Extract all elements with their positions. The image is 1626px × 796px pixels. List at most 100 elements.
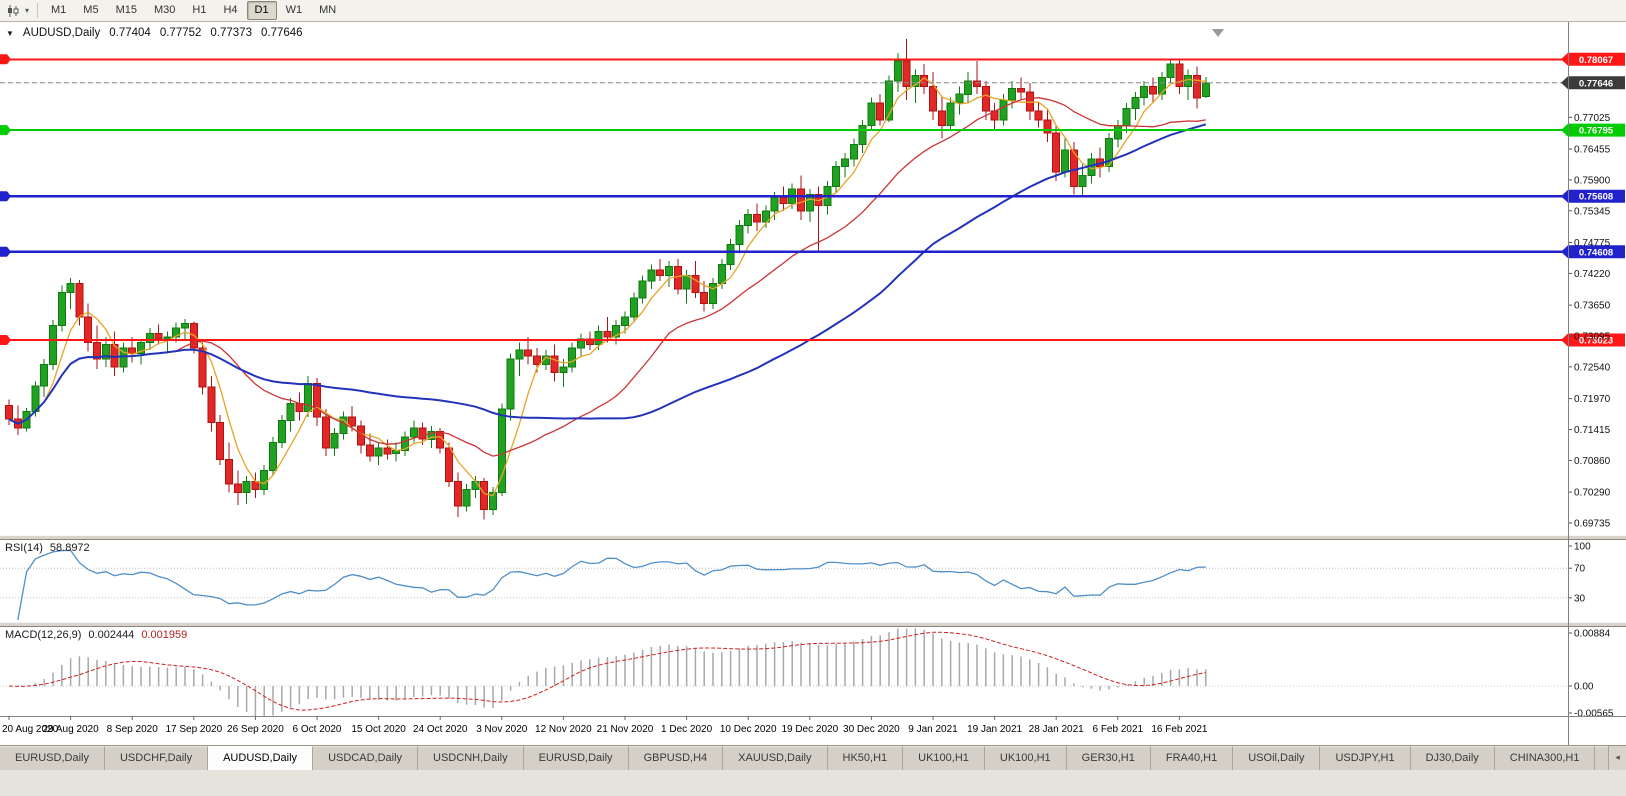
timeframe-button-h4[interactable]: H4 [223,4,238,16]
svg-text:0.74220: 0.74220 [1574,269,1611,280]
candle-body [621,316,629,327]
rsi-indicator-area [0,549,1568,621]
timeframe-button-m30[interactable]: M30 [153,4,176,16]
chart-tab-usdcnh-daily[interactable]: USDCNH,Daily [418,746,524,770]
candle-body [251,481,260,490]
candle-body [348,416,357,427]
chart-tab-uk100-h1[interactable]: UK100,H1 [903,746,985,770]
candle-body [735,225,744,246]
timeframe-button-h1[interactable]: H1 [192,4,207,16]
candle-body [1052,132,1061,173]
chart-tab-ger30-h1[interactable]: GER30,H1 [1066,746,1151,770]
macd-signal-value: 0.001959 [141,629,188,641]
chart-type-icon[interactable] [4,3,22,19]
timeframe-button-m5[interactable]: M5 [83,4,99,16]
candle-body [805,193,814,212]
timeframe-button-mn[interactable]: MN [319,4,337,16]
price-tag-0.76795[interactable] [1561,123,1625,137]
main-chart-svg[interactable]: 0.78067 0.76795 0.75608 0.74608 0.73023 0.776… [0,22,1626,745]
candle-body [1131,97,1140,110]
symbol-label: AUDUSD,Daily [22,27,101,39]
svg-text:0.75900: 0.75900 [1574,175,1611,186]
candle-body [321,416,330,449]
chart-tab-uk100-h1[interactable]: UK100,H1 [984,746,1067,770]
candle-body [568,347,577,368]
hline-left-marker [0,125,11,136]
candle-body [665,266,673,277]
timeframe-button-m15[interactable]: M15 [115,4,137,16]
price-chart-area[interactable] [5,39,1210,520]
candle-body [66,282,75,293]
chart-tab-usdjpy-h1[interactable]: USDJPY,H1 [1320,746,1411,770]
chart-tab-eurusd-daily[interactable]: EURUSD,Daily [0,746,105,770]
candle-body [832,166,841,188]
candle-body [973,80,981,88]
timeframe-button-w1[interactable]: W1 [285,4,303,16]
price-scale[interactable]: 0.78067 0.76795 0.75608 0.74608 0.73023 0.776… [1561,52,1625,720]
timeframe-toolbar: ▾ M1 M5 M15 M30 H1 H4 D1 W1 MN [0,0,1626,22]
candle-body [313,383,321,418]
candle-body [497,408,506,494]
tab-scroll-left-button[interactable]: ◂ [1608,746,1626,770]
chart-tab-usoil-daily[interactable]: USOil,Daily [1233,746,1321,770]
timeframe-buttons-group: M1 M5 M15 M30 H1 H4 D1 W1 MN [43,1,344,20]
rsi-value: 58.8972 [49,542,90,554]
candle-body [515,349,524,360]
candle-body [761,210,770,223]
date-label: 6 Feb 2021 [1092,724,1143,735]
candle-body [1140,85,1149,99]
candle-body [1157,77,1166,95]
panel-splitter[interactable] [0,622,1626,627]
svg-text:0.71970: 0.71970 [1574,394,1611,405]
open-value: 0.77404 [109,27,151,39]
chart-shift-marker-icon[interactable] [1212,29,1224,37]
chart-tab-dj30-daily[interactable]: DJ30,Daily [1410,746,1495,770]
svg-text:0.00884: 0.00884 [1574,629,1611,640]
svg-text:0.70860: 0.70860 [1574,456,1611,467]
chart-tab-usdcad-daily[interactable]: USDCAD,Daily [313,746,419,770]
candle-body [304,383,313,412]
timeframe-button-d1[interactable]: D1 [246,1,277,20]
chart-tab-xauusd-daily[interactable]: XAUUSD,Daily [723,746,828,770]
candle-body [5,404,13,420]
date-label: 20 Aug 2020 [2,724,59,735]
date-label: 30 Dec 2020 [843,724,900,735]
chart-tab-audusd-daily[interactable]: AUDUSD,Daily [208,746,314,770]
chart-tab-hk50-h1[interactable]: HK50,H1 [827,746,904,770]
price-tag-0.74608[interactable] [1561,245,1625,259]
price-tag-0.78067[interactable] [1561,52,1625,66]
chart-type-dropdown-icon[interactable]: ▾ [24,6,29,15]
svg-text:0.77025: 0.77025 [1574,113,1611,124]
date-label: 8 Sep 2020 [107,724,159,735]
horizontal-lines-layer [0,54,1568,345]
symbol-collapse-icon[interactable]: ▼ [6,28,14,38]
price-tag-0.73023[interactable] [1561,333,1625,347]
timeframe-button-m1[interactable]: M1 [51,4,67,16]
chart-tab-usdchf-daily[interactable]: USDCHF,Daily [104,746,209,770]
panel-splitter[interactable] [0,535,1626,540]
chart-tab-eurusd-daily[interactable]: EURUSD,Daily [523,746,629,770]
chart-tab-gbpusd-h4[interactable]: GBPUSD,H4 [628,746,724,770]
chart-tab-china300-h1[interactable]: CHINA300,H1 [1494,746,1596,770]
candle-body [629,297,638,318]
candle-body [57,291,66,327]
rsi-header: RSI(14) 58.8972 [5,542,90,554]
candle-body [656,269,665,277]
candle-body [172,327,181,338]
candle-body [181,323,189,329]
candle-body [260,469,269,490]
price-tag-0.77646[interactable] [1561,76,1625,90]
date-label: 24 Oct 2020 [413,724,468,735]
price-tag-0.75608[interactable] [1561,189,1625,203]
candle-body [1193,74,1201,99]
candle-body [929,85,937,112]
candle-body [480,481,489,510]
candle-body [1122,108,1131,126]
candle-body [216,422,225,460]
chart-tab-fra40-h1[interactable]: FRA40,H1 [1150,746,1234,770]
chart-window: 0.78067 0.76795 0.75608 0.74608 0.73023 0.776… [0,22,1626,745]
svg-text:0.76455: 0.76455 [1574,145,1611,156]
candle-body [1166,63,1175,79]
